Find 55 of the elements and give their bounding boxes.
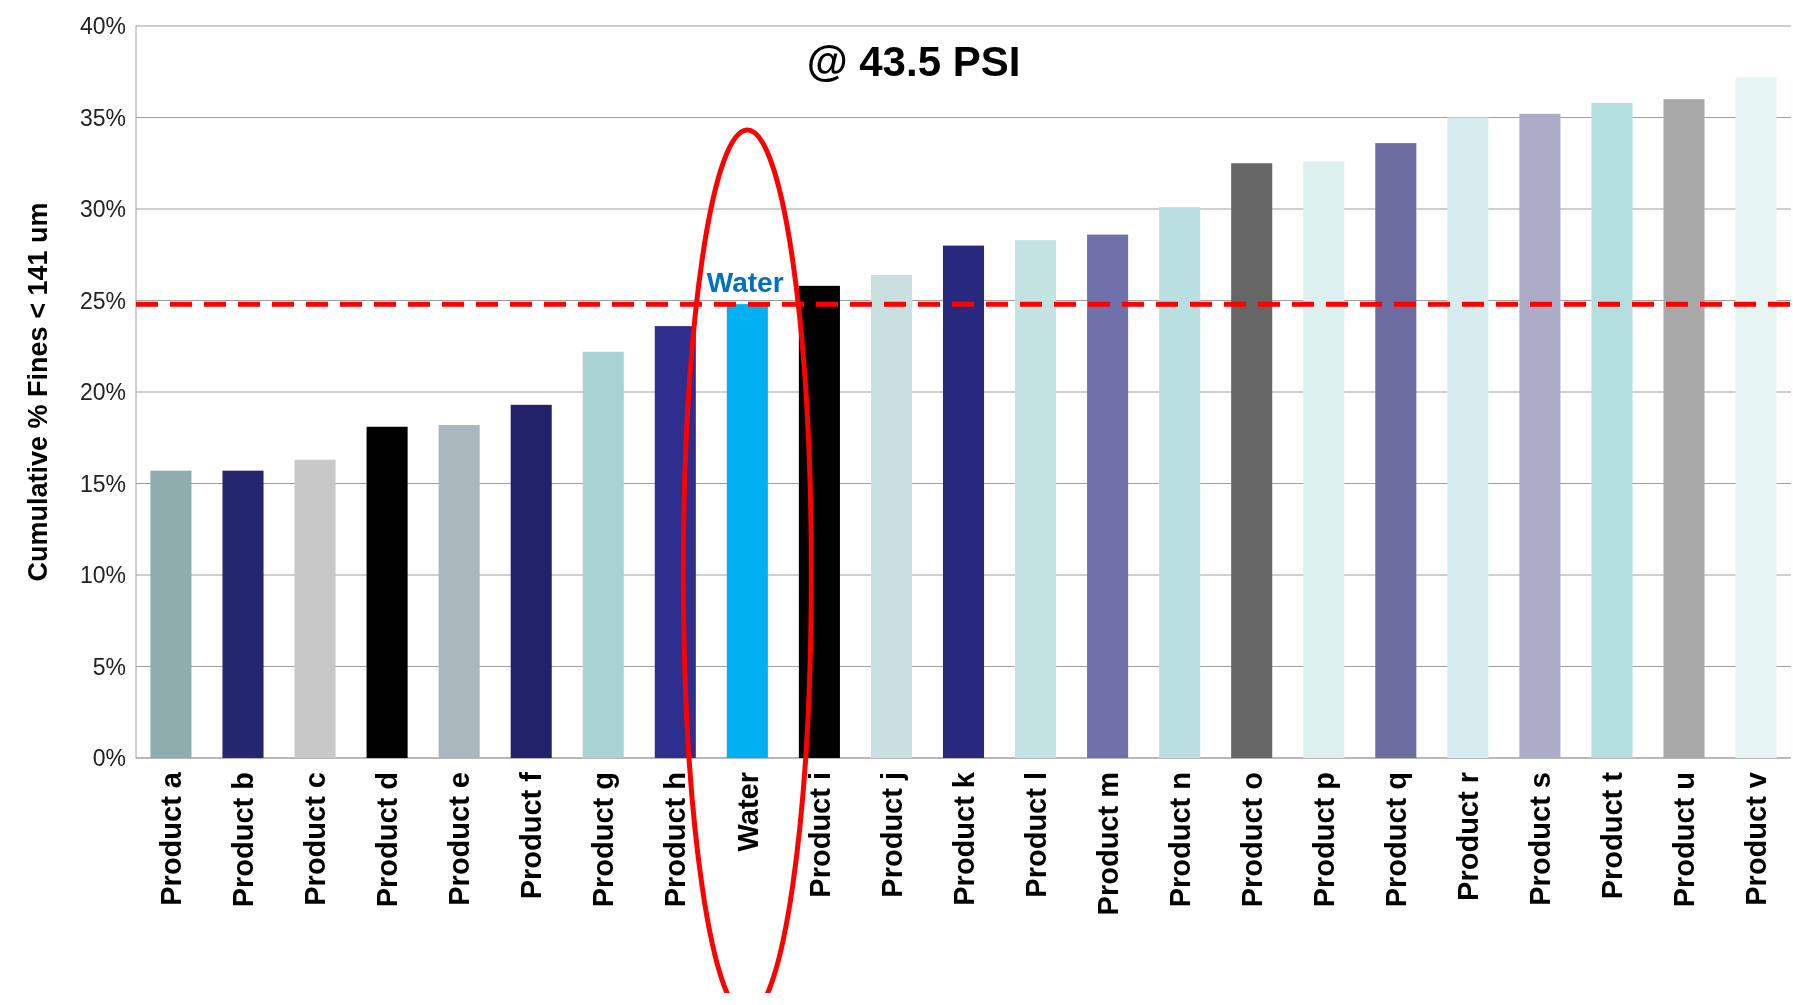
bar <box>222 470 264 758</box>
y-tick-label: 0% <box>92 745 126 772</box>
bar <box>1447 117 1489 758</box>
bar <box>1375 143 1417 758</box>
x-tick-label: Product l <box>1019 772 1052 898</box>
x-tick-label: Product m <box>1091 772 1124 916</box>
bar <box>510 404 552 758</box>
x-tick-label: Product n <box>1163 772 1196 908</box>
x-tick-label: Product u <box>1668 772 1701 908</box>
y-axis-title: Cumulative % Fines < 141 um <box>23 202 54 582</box>
x-tick-label: Product d <box>371 772 404 908</box>
x-tick-label: Product a <box>155 771 188 906</box>
x-tick-label: Product b <box>227 772 260 908</box>
chart-title: @ 43.5 PSI <box>806 38 1021 85</box>
x-tick-label: Water <box>731 772 764 852</box>
bar <box>1735 77 1777 758</box>
bar <box>1159 207 1201 758</box>
bar <box>942 245 985 758</box>
x-tick-label: Product p <box>1307 772 1340 908</box>
bar <box>1591 102 1633 758</box>
x-tick-label: Product j <box>875 772 908 898</box>
y-tick-label: 20% <box>79 379 126 406</box>
y-tick-label: 15% <box>79 470 126 497</box>
x-tick-label: Product r <box>1452 772 1484 901</box>
bar <box>870 274 912 758</box>
x-tick-label: Product s <box>1524 772 1557 906</box>
bar <box>150 470 192 758</box>
bar <box>1087 234 1129 758</box>
annotation: Water <box>706 267 784 299</box>
bar <box>582 351 624 758</box>
bar <box>438 424 480 758</box>
y-tick-label: 35% <box>79 104 126 131</box>
x-tick-label: Product i <box>803 772 836 898</box>
y-tick-label: 25% <box>79 287 126 314</box>
x-tick-label: Product f <box>515 771 548 900</box>
bar <box>366 426 408 758</box>
x-tick-label: Product q <box>1379 772 1412 908</box>
x-tick-label: Product o <box>1235 772 1268 908</box>
bar <box>726 304 768 758</box>
x-tick-label: Product v <box>1740 772 1773 906</box>
x-tick-label: Product c <box>299 772 332 906</box>
y-tick-label: 30% <box>79 196 126 223</box>
bar <box>294 459 336 758</box>
y-tick-label: 40% <box>79 13 126 40</box>
x-tick-label: Product h <box>659 772 692 908</box>
bar <box>1231 163 1273 758</box>
bar <box>1015 240 1057 758</box>
bar <box>1519 113 1561 758</box>
y-tick-label: 10% <box>79 562 126 589</box>
x-tick-label: Product g <box>587 772 620 908</box>
bar <box>1303 161 1345 758</box>
x-tick-label: Product k <box>947 771 980 906</box>
x-tick-label: Product t <box>1596 771 1629 900</box>
x-tick-label: Product e <box>443 772 476 906</box>
y-tick-label: 5% <box>92 653 126 680</box>
